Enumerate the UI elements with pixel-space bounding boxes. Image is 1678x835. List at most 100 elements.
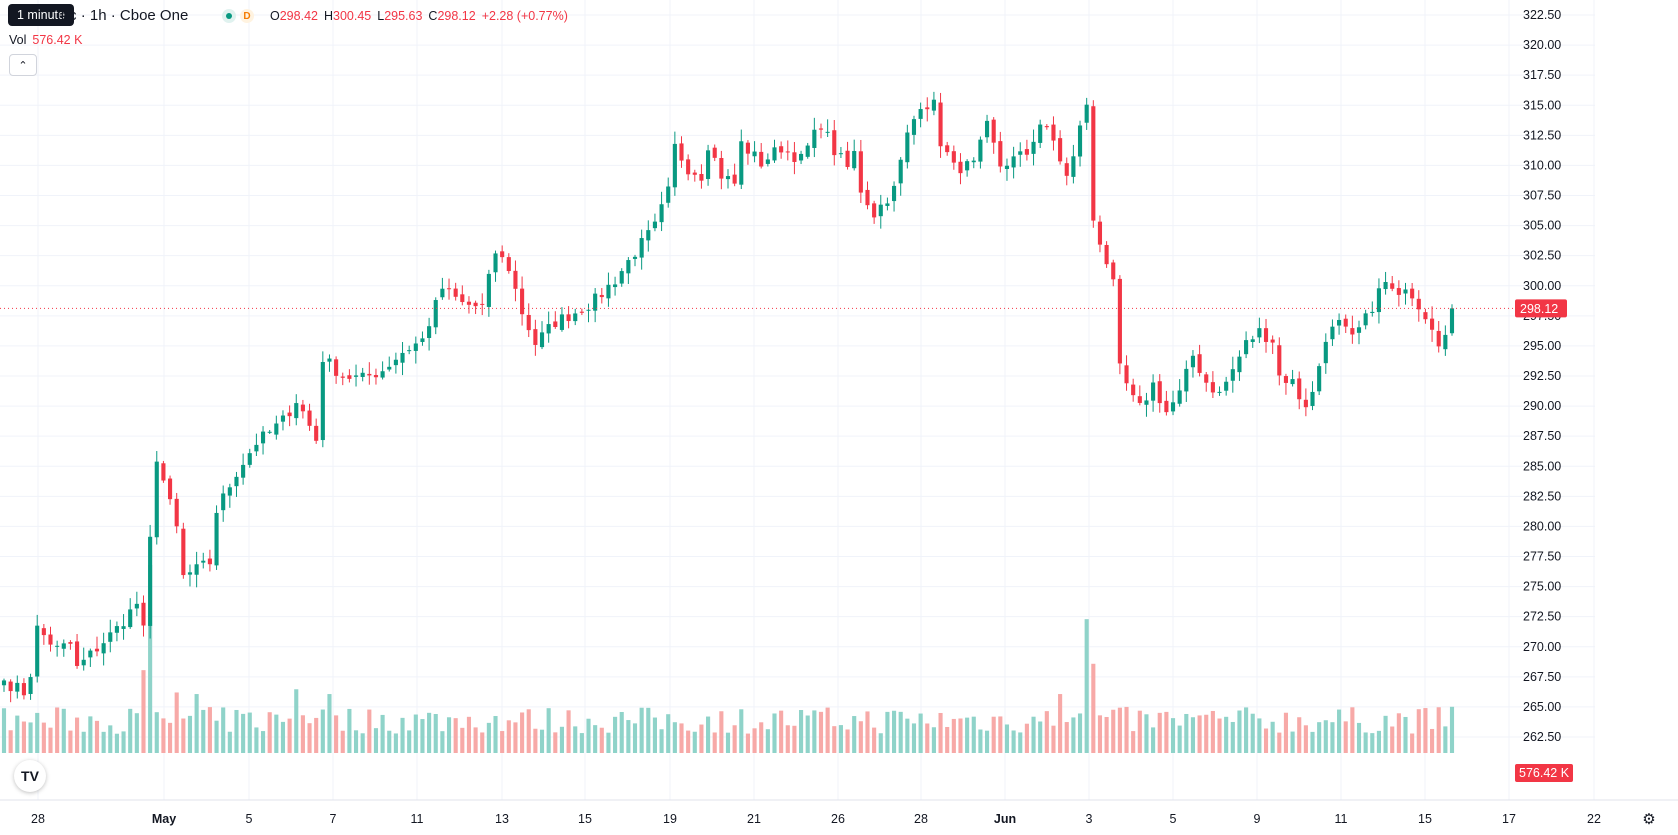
candle-body	[1283, 376, 1289, 383]
volume-bar	[41, 722, 46, 753]
volume-bar	[413, 714, 418, 753]
candle-body	[759, 151, 764, 167]
candle-body	[965, 161, 970, 171]
candle-body	[546, 324, 551, 334]
volume-bar	[1084, 619, 1089, 753]
volume-bar	[287, 718, 292, 753]
market-open-icon[interactable]	[222, 9, 236, 23]
candle-body	[706, 150, 711, 179]
y-tick-label: 267.50	[1523, 670, 1561, 684]
volume-bar	[573, 726, 578, 753]
y-tick-label: 262.50	[1523, 730, 1561, 744]
low-value: 295.63	[384, 9, 423, 23]
candle-body	[911, 119, 917, 135]
candle-body	[373, 375, 379, 378]
volume-bar	[911, 723, 917, 753]
candle-body	[234, 476, 239, 487]
x-tick-label: May	[152, 812, 176, 826]
candle-body	[1190, 355, 1196, 368]
volume-bar	[765, 729, 770, 753]
candle-body	[553, 321, 558, 327]
volume-bar	[745, 733, 750, 753]
volume-bar	[1283, 712, 1289, 753]
volume-bar	[148, 565, 153, 753]
candle-body	[1131, 384, 1136, 396]
last-price-badge	[1515, 299, 1567, 318]
candle-body	[1410, 288, 1415, 299]
volume-bar	[28, 722, 33, 753]
volume-bar	[1170, 718, 1176, 753]
volume-bar	[878, 733, 883, 753]
volume-bar	[998, 716, 1003, 753]
candle-body	[526, 314, 531, 331]
x-tick-label: 21	[747, 812, 761, 826]
status-indicators[interactable]: D	[222, 9, 254, 23]
volume-bar	[1356, 722, 1362, 753]
settings-gear-icon[interactable]: ⚙	[1642, 811, 1656, 828]
candle-body	[1151, 382, 1156, 401]
candle-body	[779, 146, 784, 153]
candle-body	[679, 143, 684, 161]
candle-body	[626, 260, 631, 274]
volume-bar	[1430, 728, 1435, 753]
volume-bar	[918, 713, 923, 753]
candle-body	[486, 273, 491, 307]
volume-bar	[513, 722, 518, 753]
candle-body	[951, 151, 956, 163]
volume-bar	[599, 727, 604, 753]
volume-bar	[971, 716, 976, 753]
delayed-data-badge[interactable]: D	[240, 9, 254, 23]
candle-body	[1217, 391, 1222, 393]
volume-bar	[1164, 711, 1169, 753]
volume-bar	[838, 725, 843, 753]
candle-body	[984, 120, 990, 138]
volume-bar	[420, 719, 425, 753]
x-tick-label: 17	[1502, 812, 1516, 826]
candle-body	[1111, 262, 1116, 280]
volume-bar	[367, 709, 372, 753]
x-tick-label: 11	[1335, 812, 1348, 826]
volume-bar	[1184, 713, 1189, 753]
x-tick-label: 9	[1254, 812, 1261, 826]
volume-bar	[586, 718, 591, 753]
x-tick-label: 11	[411, 812, 424, 826]
volume-bar	[752, 728, 757, 753]
volume-bar	[785, 725, 790, 753]
candle-body	[1449, 308, 1455, 334]
volume-bar	[327, 694, 332, 753]
volume-bar	[1376, 730, 1381, 753]
volume-bar	[460, 727, 465, 753]
volume-bar	[486, 722, 491, 753]
volume-bar	[433, 714, 438, 753]
candle-body	[725, 176, 731, 180]
collapse-legend-button[interactable]: ⌃	[9, 54, 37, 76]
volume-bar	[68, 730, 73, 753]
volume-bar	[539, 729, 545, 753]
symbol-title-text: Inc · 1h · Cboe One	[56, 7, 189, 24]
volume-bar	[759, 722, 764, 753]
candle-body	[1124, 365, 1129, 384]
tradingview-logo-icon[interactable]: TV	[14, 760, 46, 792]
volume-bar	[739, 709, 744, 753]
candle-body	[1403, 289, 1408, 294]
candle-body	[68, 642, 73, 644]
volume-bar	[307, 723, 312, 753]
volume-bar	[360, 733, 365, 753]
candle-body	[898, 159, 903, 184]
candle-body	[1, 680, 7, 686]
candle-body	[513, 270, 518, 289]
candle-body	[792, 152, 797, 162]
candle-body	[353, 375, 359, 377]
volume-bar	[1323, 720, 1328, 753]
volume-bar	[559, 726, 565, 753]
y-tick-label: 282.50	[1523, 489, 1561, 503]
candle-body	[1024, 149, 1029, 155]
candle-body	[154, 461, 159, 538]
volume-bar	[393, 733, 398, 753]
volume-bar	[1224, 716, 1229, 753]
candle-body	[1157, 381, 1162, 404]
symbol-title[interactable]: Apple Inc · 1h · Cboe One	[14, 7, 189, 24]
volume-bar	[812, 710, 817, 753]
volume-bar	[1151, 727, 1156, 753]
